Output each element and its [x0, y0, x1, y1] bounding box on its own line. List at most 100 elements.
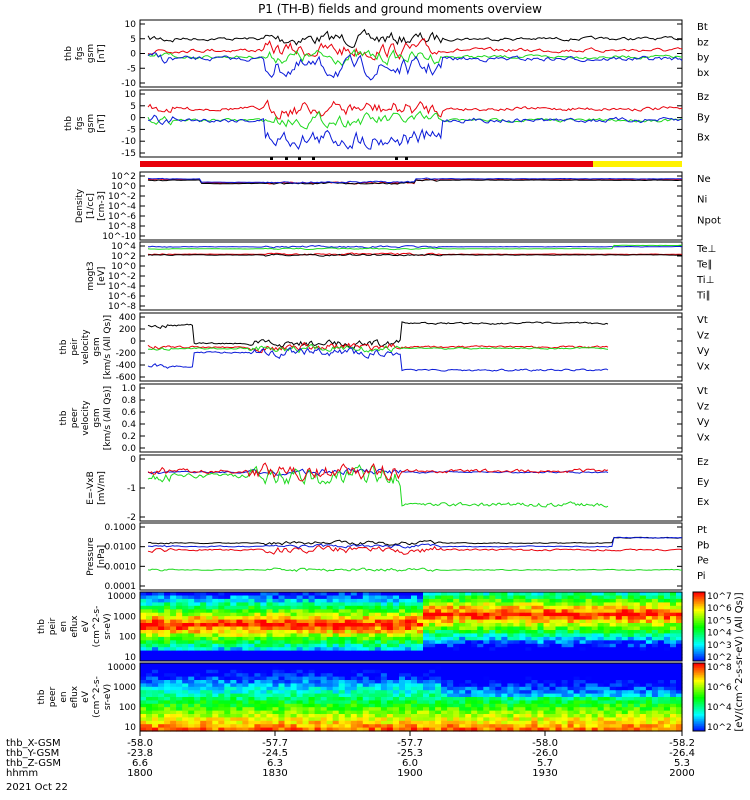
- spectrum-cell: [374, 697, 382, 701]
- spectrum-cell: [597, 683, 605, 688]
- spectrum-cell: [362, 669, 370, 674]
- spectrum-cell: [194, 683, 201, 688]
- spectrum-cell: [314, 609, 322, 614]
- spectrum-cell: [519, 717, 526, 722]
- spectrum-cell: [206, 673, 213, 678]
- spectrum-cell: [663, 724, 671, 729]
- spectrum-cell: [338, 657, 346, 662]
- spectrum-cell: [254, 700, 261, 705]
- spectrum-cell: [284, 626, 292, 631]
- spectrum-cell: [272, 693, 280, 698]
- spectrum-cell: [543, 598, 551, 603]
- spectrum-cell: [435, 693, 442, 698]
- spectrum-cell: [248, 707, 255, 712]
- spectrum-cell: [200, 605, 207, 610]
- spectrum-cell: [453, 686, 460, 691]
- spectrum-cell: [188, 693, 195, 698]
- spectrum-cell: [380, 710, 388, 715]
- spectrum-cell: [591, 673, 599, 678]
- spectrum-cell: [362, 626, 370, 631]
- spectrum-cell: [531, 720, 538, 725]
- spectrum-cell: [633, 612, 641, 617]
- spectrum-cell: [579, 612, 587, 617]
- spectrum-cell: [651, 654, 659, 659]
- spectrum-cell: [212, 595, 219, 600]
- spectrum-cell: [374, 598, 382, 603]
- spectrum-cell: [495, 707, 502, 712]
- spectrum-cell: [519, 595, 526, 600]
- spectrum-cell: [471, 650, 478, 655]
- spectrum-cell: [182, 707, 189, 712]
- xaxis-value: -58.0: [127, 738, 153, 749]
- spectrum-cell: [278, 650, 286, 655]
- spectrum-cell: [314, 650, 322, 655]
- spectrum-cell: [182, 643, 189, 648]
- spectrum-cell: [326, 683, 334, 688]
- spectrum-cell: [236, 619, 243, 624]
- spectrum-cell: [350, 605, 358, 610]
- spectrum-cell: [374, 680, 382, 684]
- spectrum-cell: [501, 700, 508, 705]
- spectrum-cell: [242, 657, 249, 662]
- spectrum-cell: [158, 714, 165, 718]
- spectrum-cell: [326, 626, 334, 631]
- spectrum-cell: [429, 703, 436, 708]
- spectrum-cell: [344, 630, 352, 634]
- spectrum-cell: [242, 636, 249, 641]
- spectrum-cell: [465, 663, 472, 667]
- spectrum-cell: [676, 714, 683, 718]
- spectrum-cell: [447, 650, 454, 655]
- spectrum-cell: [362, 703, 370, 708]
- spectrum-cell: [501, 666, 508, 671]
- spectrum-cell: [471, 663, 478, 667]
- spectrum-cell: [663, 697, 671, 701]
- spectrum-cell: [525, 633, 532, 638]
- spectrum-cell: [537, 717, 545, 722]
- spectrum-cell: [615, 616, 623, 621]
- spectrum-cell: [483, 619, 490, 624]
- colorbar-cell: [693, 663, 705, 666]
- spectrum-cell: [537, 630, 545, 634]
- spectrum-cell: [627, 595, 635, 600]
- spectrum-cell: [567, 666, 575, 671]
- spectrum-cell: [296, 700, 304, 705]
- spectrum-cell: [146, 690, 153, 695]
- spectrum-cell: [386, 680, 394, 684]
- spectrum-cell: [248, 602, 255, 607]
- spectrum-cell: [254, 697, 261, 701]
- spectrum-cell: [609, 714, 617, 718]
- spectrum-cell: [435, 714, 442, 718]
- spectrum-cell: [260, 623, 267, 627]
- spectrum-cell: [621, 710, 629, 715]
- spectrum-cell: [284, 690, 292, 695]
- spectrum-cell: [633, 609, 641, 614]
- spectrum-cell: [435, 657, 442, 662]
- spectrum-cell: [507, 643, 514, 648]
- spectrum-cell: [555, 654, 563, 659]
- spectrum-cell: [453, 680, 460, 684]
- spectrum-cell: [579, 633, 587, 638]
- spectrum-cell: [380, 633, 388, 638]
- ytick-label: 0.0: [122, 444, 137, 454]
- spectrum-cell: [392, 680, 400, 684]
- spectrum-cell: [296, 686, 304, 691]
- spectrum-cell: [266, 640, 274, 645]
- spectrum-cell: [254, 602, 261, 607]
- spectrum-cell: [152, 636, 159, 641]
- spectrum-cell: [260, 686, 267, 691]
- spectrum-cell: [212, 683, 219, 688]
- spectrum-cell: [447, 602, 454, 607]
- spectrum-cell: [597, 654, 605, 659]
- spectrum-cell: [615, 654, 623, 659]
- spectrum-cell: [471, 669, 478, 674]
- spectrum-cell: [603, 598, 611, 603]
- spectrum-cell: [657, 643, 665, 648]
- spectrum-cell: [543, 623, 551, 627]
- spectrum-cell: [392, 633, 400, 638]
- spectrum-cell: [218, 630, 225, 634]
- spectrum-cell: [230, 636, 237, 641]
- spectrum-cell: [417, 666, 424, 671]
- xaxis-value: -57.7: [262, 738, 288, 749]
- spectrum-cell: [170, 640, 177, 645]
- spectrum-cell: [477, 602, 484, 607]
